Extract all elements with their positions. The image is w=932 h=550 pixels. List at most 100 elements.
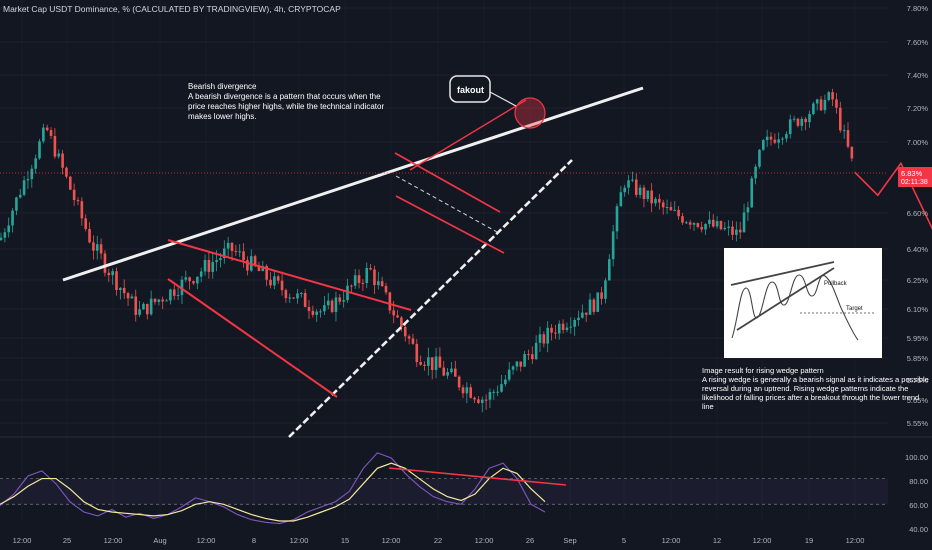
x-tick-label: 8	[252, 536, 256, 545]
osc-divergence-line[interactable]	[388, 467, 567, 486]
candle-body	[269, 279, 272, 286]
candle-body	[172, 289, 176, 296]
candle-body	[731, 226, 734, 235]
candle-body	[634, 179, 638, 195]
candle-body	[442, 367, 446, 376]
candle-body	[654, 198, 657, 204]
candle-body	[226, 242, 230, 249]
candle-body	[365, 267, 369, 284]
candle-body	[380, 281, 384, 287]
candle-body	[92, 242, 95, 251]
candle-body	[119, 287, 122, 291]
candle-body	[134, 296, 138, 315]
candle-body	[142, 303, 145, 310]
candle-body	[484, 399, 488, 401]
candle-body	[219, 258, 222, 261]
candle-body	[773, 139, 777, 143]
candle-body	[303, 292, 307, 307]
flag-bottom[interactable]	[395, 195, 505, 254]
x-tick-label: 12:00	[846, 536, 865, 545]
candle-body	[76, 200, 80, 202]
candle-body	[742, 212, 746, 233]
candle-body	[815, 99, 819, 104]
candle-body	[746, 207, 750, 213]
candle-body	[388, 292, 392, 311]
candle-body	[511, 366, 515, 370]
candle-body	[84, 218, 87, 229]
candle-body	[38, 141, 41, 159]
candle-body	[153, 298, 157, 302]
candle-body	[835, 99, 838, 108]
candle-body	[415, 343, 419, 363]
candle-body	[434, 356, 438, 370]
candle-body	[588, 299, 592, 315]
candle-body	[157, 299, 161, 302]
candle-body	[296, 293, 299, 299]
upper-trendline[interactable]	[62, 86, 644, 282]
candle-body	[61, 153, 64, 168]
candle-body	[126, 293, 130, 299]
projection-line[interactable]	[854, 161, 932, 309]
candle-body	[623, 187, 626, 193]
candle-body	[685, 222, 688, 224]
candle-body	[300, 292, 303, 294]
candle-body	[461, 387, 465, 394]
candle-body	[842, 130, 846, 132]
candle-body	[758, 149, 761, 167]
candle-body	[727, 226, 730, 228]
candle-body	[211, 262, 215, 272]
candle-body	[750, 178, 754, 208]
candle-body	[554, 332, 557, 334]
candle-body	[361, 282, 365, 284]
y-tick-label: 7.80%	[907, 4, 929, 13]
candle-body	[45, 127, 49, 131]
candle-body	[700, 226, 703, 230]
candle-body	[850, 146, 854, 159]
fakeout-circle[interactable]	[514, 97, 546, 129]
x-tick-label: 12	[713, 536, 721, 545]
candles	[0, 88, 854, 413]
x-tick-label: 26	[526, 536, 534, 545]
candle-body	[819, 99, 823, 111]
candle-body	[465, 387, 469, 394]
candle-body	[280, 280, 284, 291]
breakout-line[interactable]	[409, 99, 527, 171]
candle-body	[804, 118, 807, 123]
candle-body	[42, 127, 45, 142]
candle-body	[326, 300, 330, 306]
falling-wedge-bottom[interactable]	[167, 278, 338, 398]
candle-body	[138, 309, 141, 315]
candle-body	[569, 326, 573, 328]
candle-body	[738, 229, 742, 233]
candle-body	[407, 336, 411, 339]
x-tick-label: 12:00	[753, 536, 772, 545]
candle-body	[438, 356, 442, 368]
lower-trendline[interactable]	[288, 159, 573, 438]
candle-body	[550, 327, 553, 333]
candle-body	[457, 376, 461, 388]
candle-body	[7, 225, 10, 233]
candle-body	[557, 323, 561, 334]
candle-body	[319, 311, 322, 313]
falling-wedge-top[interactable]	[167, 239, 412, 311]
candle-body	[103, 253, 107, 273]
candle-body	[754, 166, 757, 179]
candle-body	[473, 397, 476, 400]
candle-body	[315, 311, 318, 315]
candle-body	[531, 354, 534, 360]
candle-body	[561, 323, 565, 330]
osc-line-fast	[0, 452, 546, 525]
candle-body	[88, 228, 91, 243]
candle-body	[203, 260, 207, 272]
osc-line-signal	[0, 462, 546, 522]
candle-body	[427, 357, 430, 366]
candle-body	[577, 317, 580, 321]
flag-top[interactable]	[394, 152, 501, 213]
candle-body	[373, 269, 376, 286]
candle-body	[430, 357, 434, 370]
x-tick-label: 22	[434, 536, 442, 545]
candle-body	[238, 251, 241, 253]
candle-body	[18, 194, 22, 198]
candle-body	[480, 399, 484, 403]
